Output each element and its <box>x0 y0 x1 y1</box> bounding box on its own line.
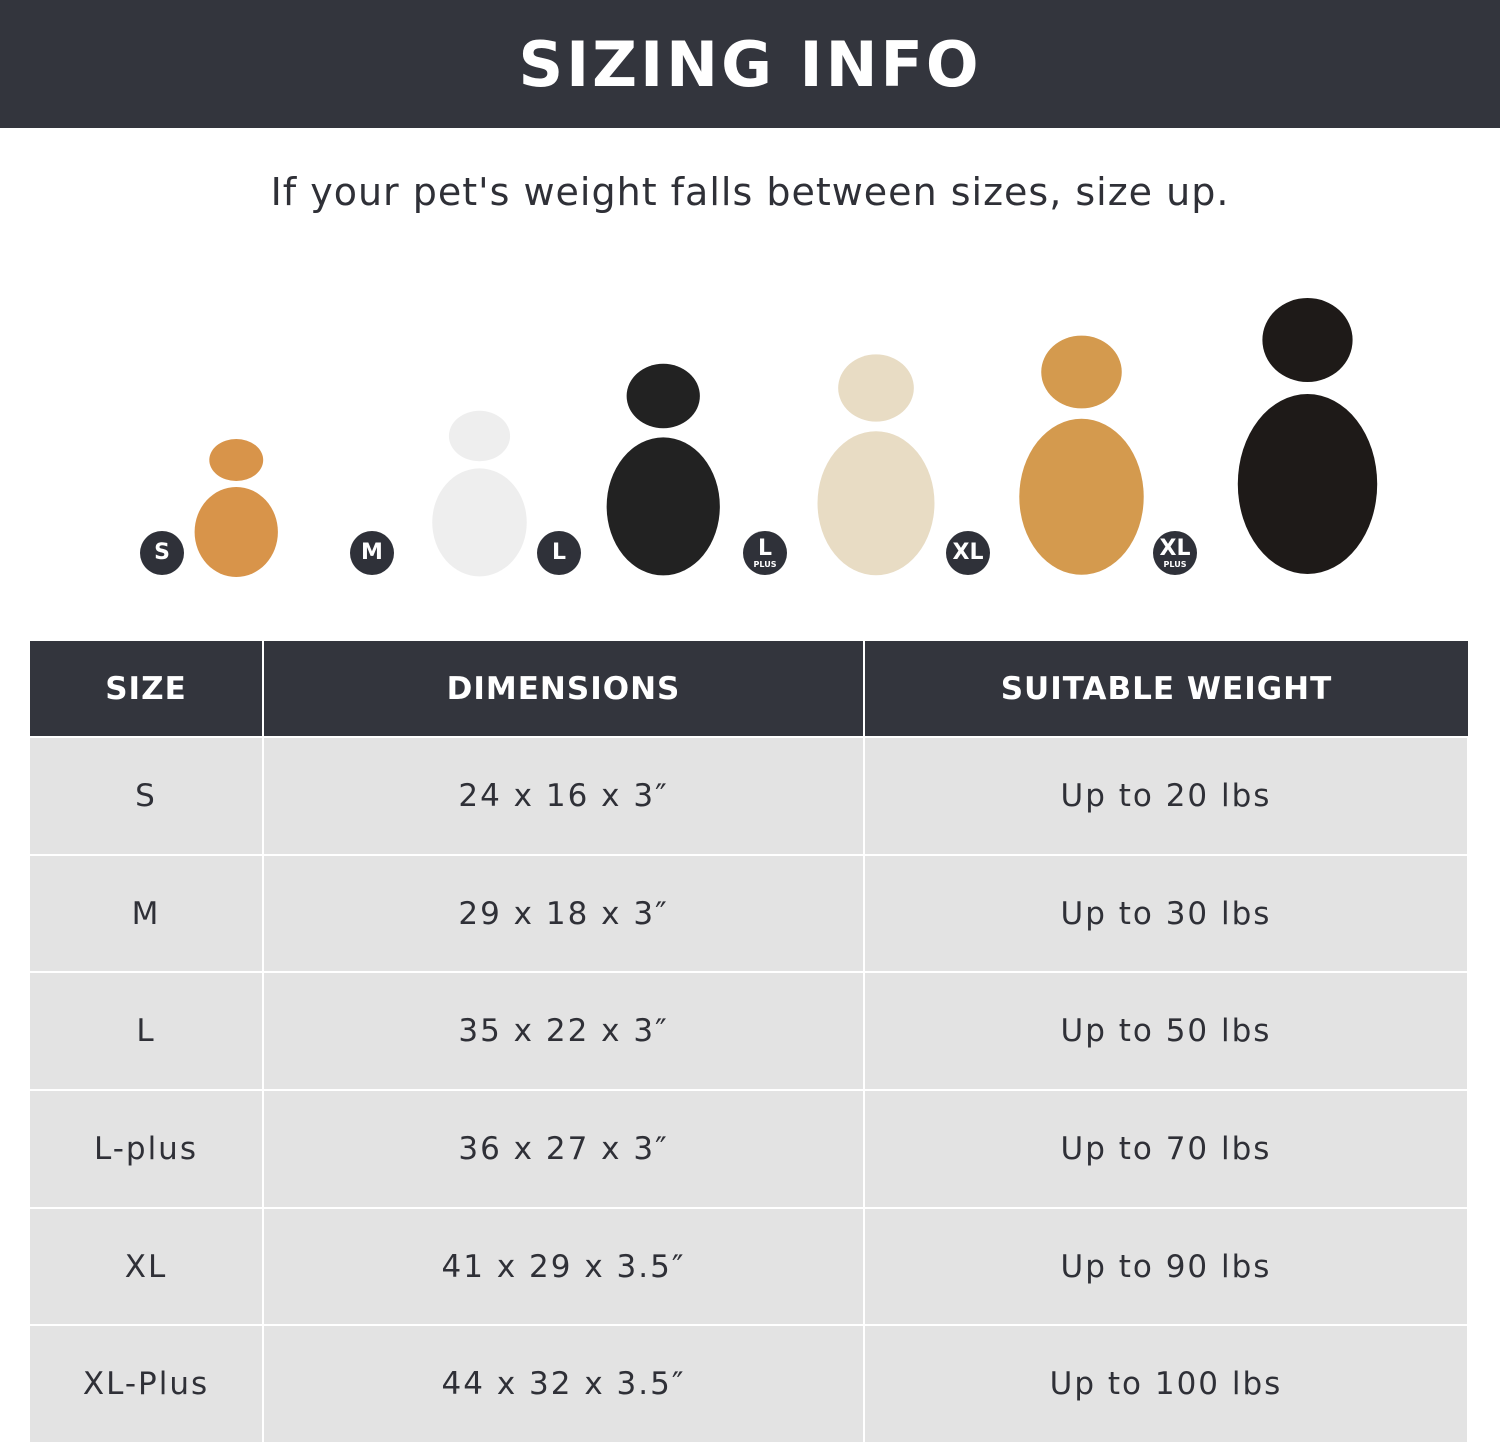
dog-image <box>1205 280 1410 584</box>
size-cell: M <box>30 853 264 974</box>
badge-label: S <box>154 540 170 565</box>
dog-image <box>175 430 298 584</box>
badge-label: M <box>361 540 383 565</box>
badge-sublabel: PLUS <box>1163 559 1187 569</box>
table-header-row: SIZE DIMENSIONS SUITABLE WEIGHT <box>30 641 1468 737</box>
weight-cell: Up to 90 lbs <box>863 1206 1469 1327</box>
dog-image <box>990 320 1173 584</box>
size-badge: XL <box>946 531 990 575</box>
dimensions-cell: 41 x 29 x 3.5″ <box>262 1206 865 1327</box>
badge-label: L <box>551 540 567 565</box>
dog-image <box>580 350 747 584</box>
table-row: XL-Plus 44 x 32 x 3.5″ Up to 100 lbs <box>30 1324 1469 1445</box>
size-badge: L PLUS <box>743 531 787 575</box>
table-row: L-plus 36 x 27 x 3″ Up to 70 lbs <box>30 1089 1469 1209</box>
header-dimensions: DIMENSIONS <box>262 641 864 737</box>
table-row: M 29 x 18 x 3″ Up to 30 lbs <box>30 853 1469 974</box>
size-cell: XL-Plus <box>30 1324 264 1445</box>
size-cell: L <box>30 971 264 1092</box>
header-weight: SUITABLE WEIGHT <box>863 641 1468 737</box>
size-cell: S <box>30 736 264 856</box>
header-banner: SIZING INFO <box>0 0 1500 128</box>
table-row: L 35 x 22 x 3″ Up to 50 lbs <box>30 971 1469 1092</box>
header-size: SIZE <box>30 641 263 737</box>
size-cell: XL <box>30 1206 264 1327</box>
dimensions-cell: 24 x 16 x 3″ <box>262 736 865 856</box>
badge-label: L <box>757 535 773 561</box>
dimensions-cell: 35 x 22 x 3″ <box>262 971 865 1092</box>
badge-label: XL <box>952 540 984 565</box>
weight-cell: Up to 50 lbs <box>863 971 1469 1092</box>
dimensions-cell: 36 x 27 x 3″ <box>262 1089 865 1209</box>
dog-size-lineup: S M L L PLUS XL XL PLUS <box>0 270 1500 590</box>
size-badge: S <box>140 531 184 575</box>
badge-sublabel: PLUS <box>753 559 777 569</box>
badge-label: XL <box>1159 535 1191 561</box>
dimensions-cell: 44 x 32 x 3.5″ <box>262 1324 865 1445</box>
weight-cell: Up to 30 lbs <box>863 853 1469 974</box>
sizing-tip: If your pet's weight falls between sizes… <box>270 170 1230 214</box>
dimensions-cell: 29 x 18 x 3″ <box>262 853 865 974</box>
table-row: XL 41 x 29 x 3.5″ Up to 90 lbs <box>30 1206 1469 1327</box>
sizing-table: SIZE DIMENSIONS SUITABLE WEIGHT S 24 x 16… <box>30 641 1469 1445</box>
weight-cell: Up to 70 lbs <box>863 1089 1469 1209</box>
size-badge: L <box>537 531 581 575</box>
dog-image <box>410 400 549 584</box>
size-cell: L-plus <box>30 1089 264 1209</box>
size-badge: XL PLUS <box>1153 531 1197 575</box>
dog-image <box>790 340 962 584</box>
weight-cell: Up to 20 lbs <box>863 736 1469 856</box>
weight-cell: Up to 100 lbs <box>863 1324 1469 1445</box>
page-title: SIZING INFO <box>518 27 982 101</box>
size-badge: M <box>350 531 394 575</box>
table-row: S 24 x 16 x 3″ Up to 20 lbs <box>30 736 1469 856</box>
